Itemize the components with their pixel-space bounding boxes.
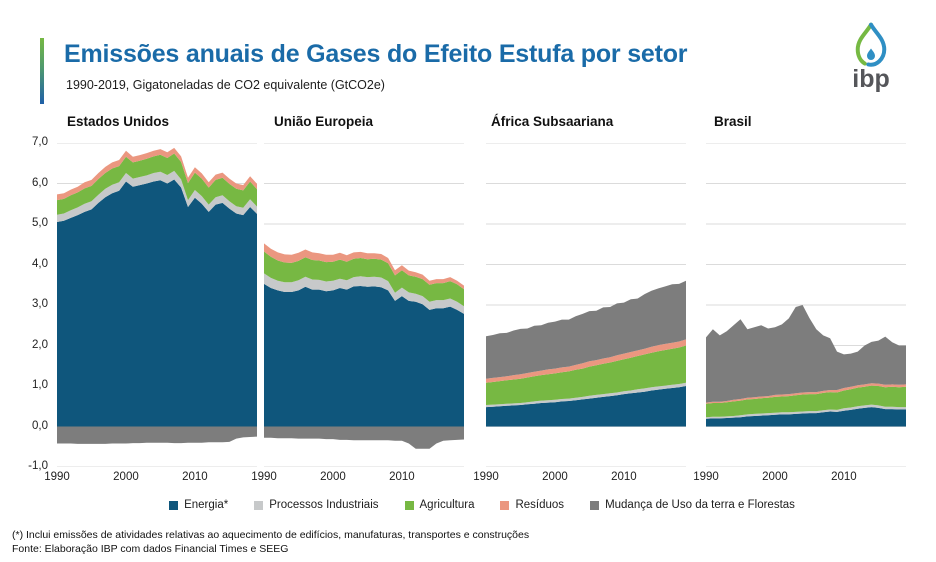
area-chart-estados-unidos <box>57 143 257 467</box>
x-tick-label: 2010 <box>611 471 637 483</box>
area-series-energia <box>57 179 257 427</box>
legend-label: Agricultura <box>419 499 475 511</box>
page-subtitle: 1990-2019, Gigatoneladas de CO2 equivale… <box>66 78 385 92</box>
legend-item-energia: Energia* <box>169 499 228 511</box>
legend-label: Processos Industriais <box>269 499 379 511</box>
legend-label: Energia* <box>184 499 229 511</box>
legend-label: Mudança de Uso da terra e Florestas <box>605 499 795 511</box>
area-series-residuos <box>706 383 906 404</box>
legend-swatch <box>500 500 510 510</box>
y-tick-label: 4,0 <box>32 257 48 270</box>
x-tick-label: 2010 <box>831 471 857 483</box>
area-series-energia <box>706 407 906 427</box>
area-series-agricultura <box>486 345 686 405</box>
x-tick-label: 1990 <box>473 471 499 483</box>
y-tick-label: 5,0 <box>32 217 48 229</box>
area-series-residuos <box>486 339 686 383</box>
area-series-agricultura <box>264 251 464 307</box>
legend-swatch <box>590 500 600 510</box>
x-tick-label: 1990 <box>251 471 277 483</box>
area-series-processos <box>706 404 906 419</box>
area-chart-africa-subsaariana <box>486 143 686 467</box>
y-tick-label: 6,0 <box>32 176 48 189</box>
area-chart-brasil <box>706 143 906 467</box>
y-tick-label: 2,0 <box>32 338 48 351</box>
x-tick-label: 2010 <box>182 471 208 483</box>
x-tick-label: 2000 <box>113 471 139 483</box>
y-tick-label: 1,0 <box>32 379 48 391</box>
title-accent-bar <box>40 38 44 104</box>
y-tick-label: 0,0 <box>32 419 48 432</box>
area-series-mudanca_uso_terra <box>486 280 686 379</box>
area-series-processos <box>264 273 464 314</box>
area-series-processos <box>486 382 686 408</box>
x-tick-label: 2000 <box>320 471 346 483</box>
legend-label: Resíduos <box>515 499 565 511</box>
y-tick-label: 3,0 <box>32 298 48 310</box>
legend-item-processos-industriais: Processos Industriais <box>254 499 379 511</box>
legend-swatch <box>254 500 264 510</box>
footnote-source: Fonte: Elaboração IBP com dados Financia… <box>12 543 289 555</box>
ibp-logo-text: ibp <box>852 65 890 93</box>
legend-item-agricultura: Agricultura <box>404 499 475 511</box>
area-series-agricultura <box>706 385 906 418</box>
panel-title-africa-subsaariana: África Subsaariana <box>491 114 614 129</box>
legend-item-residuos: Resíduos <box>500 499 564 511</box>
area-series-agricultura <box>57 153 257 215</box>
area-series-processos <box>57 170 257 222</box>
legend-item-mudanca-uso-terra: Mudança de Uso da terra e Florestas <box>590 499 795 511</box>
area-series-mudanca_uso_terra <box>706 305 906 403</box>
panel-title-estados-unidos: Estados Unidos <box>67 114 170 129</box>
area-chart-uniao-europeia <box>264 143 464 467</box>
legend-swatch <box>404 500 414 510</box>
ibp-drop-icon <box>855 22 887 67</box>
panel-title-brasil: Brasil <box>714 114 752 129</box>
panel-title-uniao-europeia: União Europeia <box>274 114 374 129</box>
x-tick-label: 1990 <box>44 471 70 483</box>
footnote-energia-definition: (*) Inclui emissões de atividades relati… <box>12 529 530 541</box>
area-series-residuos <box>264 243 464 290</box>
area-series-energia <box>486 386 686 427</box>
ibp-logo: ibp <box>836 22 906 93</box>
x-tick-label: 1990 <box>693 471 719 483</box>
y-tick-label: -1,0 <box>28 460 48 472</box>
page-title: Emissões anuais de Gases do Efeito Estuf… <box>64 40 688 68</box>
chart-legend: Energia* Processos Industriais Agricultu… <box>57 499 907 511</box>
x-tick-label: 2010 <box>389 471 415 483</box>
area-series-energia <box>264 283 464 427</box>
x-tick-label: 2000 <box>542 471 568 483</box>
area-series-mudanca_uso_terra <box>57 426 257 444</box>
legend-swatch <box>169 500 179 510</box>
x-tick-label: 2000 <box>762 471 788 483</box>
area-series-mudanca_uso_terra <box>264 426 464 449</box>
y-tick-label: 7,0 <box>32 136 48 148</box>
